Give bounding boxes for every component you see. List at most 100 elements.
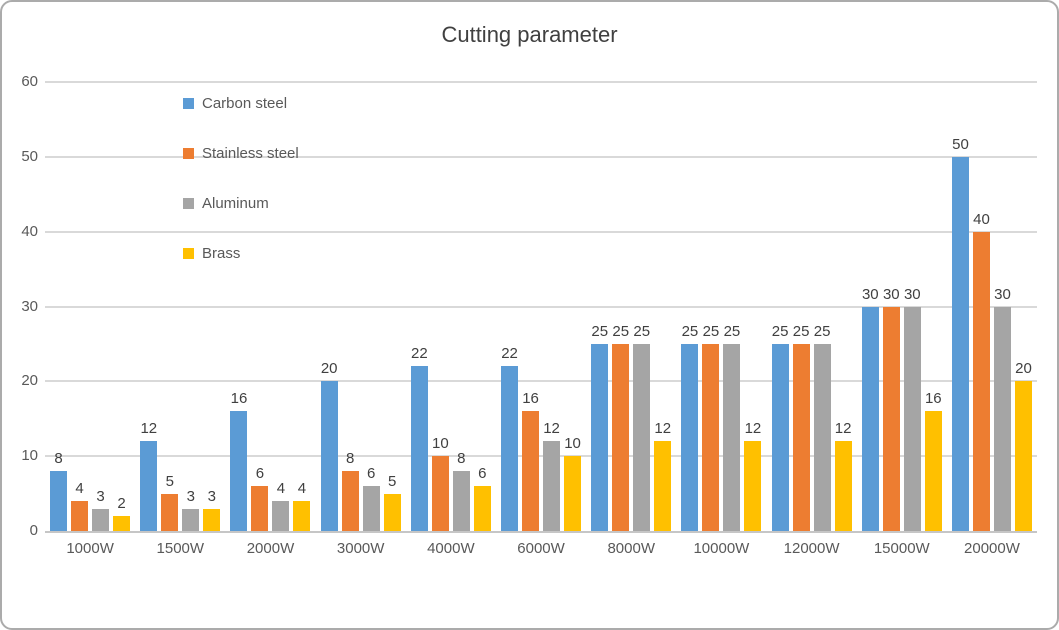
bar-value-label: 30: [882, 285, 900, 303]
y-tick-label: 40: [21, 222, 38, 240]
bar-groups: 8 4 3 2 12 5 3 3 16 6 4 4 20 8 6 5 22 10 8 6 22 16 12 10 25 25 25 1…: [45, 82, 1037, 531]
bar-value-label: 3: [186, 487, 195, 505]
bar-fill: [203, 508, 221, 531]
bar-stainless-steel: 5: [161, 473, 179, 531]
plot-area: 8 4 3 2 12 5 3 3 16 6 4 4 20 8 6 5 22 10 8 6 22 16 12 10 25 25 25 1…: [45, 81, 1037, 533]
bar-group: 25 25 25 12: [676, 82, 766, 531]
bar-aluminum: 6: [362, 465, 380, 531]
bar-fill: [1014, 381, 1032, 531]
bar-group: 22 16 12 10: [496, 82, 586, 531]
bar-aluminum: 30: [903, 286, 921, 531]
x-tick-label: 2000W: [246, 540, 295, 557]
y-tick-label: 60: [21, 73, 38, 90]
bar-value-label: 22: [411, 345, 428, 363]
bar-brass: 10: [564, 435, 582, 531]
bar-brass: 6: [473, 465, 491, 531]
y-tick-label: 30: [21, 297, 38, 315]
bar-fill: [654, 441, 672, 531]
y-tick-label: 10: [21, 447, 38, 465]
bar-stainless-steel: 16: [522, 390, 540, 531]
bar-aluminum: 3: [92, 488, 110, 531]
bar-stainless-steel: 25: [702, 323, 720, 531]
bar-brass: 2: [113, 495, 131, 531]
bar-carbon-steel: 16: [230, 390, 248, 531]
bar-brass: 12: [654, 420, 672, 531]
bar-carbon-steel: 8: [50, 450, 68, 531]
bar-group: 30 30 30 16: [857, 82, 947, 531]
bar-stainless-steel: 8: [341, 450, 359, 531]
legend-item-aluminum: Aluminum: [183, 195, 269, 212]
bar-value-label: 20: [1015, 360, 1032, 378]
x-tick-label: 12000W: [783, 540, 840, 557]
bar-fill: [431, 456, 449, 531]
bar-fill: [501, 366, 519, 531]
bar-stainless-steel: 30: [882, 286, 900, 531]
bar-brass: 12: [744, 420, 762, 531]
bar-value-label: 8: [54, 450, 63, 468]
bar-fill: [861, 306, 879, 531]
legend-item-carbon-steel: Carbon steel: [183, 95, 287, 112]
bar-fill: [702, 343, 720, 531]
bar-fill: [723, 343, 741, 531]
bar-carbon-steel: 50: [951, 136, 969, 531]
bar-aluminum: 25: [723, 323, 741, 531]
x-tick-label: 6000W: [517, 540, 565, 557]
x-tick-label: 3000W: [336, 540, 385, 557]
bar-fill: [522, 411, 540, 531]
bar-value-label: 30: [903, 285, 921, 303]
bar-fill: [113, 516, 131, 531]
bar-brass: 12: [834, 420, 852, 531]
bar-value-label: 4: [276, 480, 286, 498]
bar-value-label: 40: [973, 210, 990, 228]
bar-value-label: 10: [432, 435, 449, 453]
bar-value-label: 4: [297, 480, 307, 498]
bar-group: 20 8 6 5: [316, 82, 406, 531]
bar-fill: [161, 493, 179, 531]
bar-group: 50 40 30 20: [947, 82, 1037, 531]
gridline: [45, 155, 1037, 158]
bar-value-label: 10: [564, 435, 581, 453]
bar-brass: 4: [293, 480, 311, 531]
bar-fill: [293, 501, 311, 531]
bar-value-label: 25: [681, 322, 699, 340]
bar-fill: [771, 343, 789, 531]
bar-fill: [410, 366, 428, 531]
bar-value-label: 25: [612, 322, 630, 340]
bar-value-label: 25: [702, 322, 720, 340]
chart-title: Cutting parameter: [441, 22, 618, 47]
bar-fill: [92, 508, 110, 531]
legend-swatch-icon: [183, 248, 194, 259]
bar-value-label: 12: [543, 420, 560, 438]
bar-value-label: 30: [861, 285, 879, 303]
bar-value-label: 16: [230, 390, 248, 408]
x-tick-label: 4000W: [427, 540, 475, 557]
bar-value-label: 12: [744, 420, 762, 438]
bar-stainless-steel: 10: [431, 435, 449, 531]
bar-value-label: 20: [320, 360, 338, 378]
gridline: [45, 455, 1037, 458]
bar-aluminum: 4: [272, 480, 290, 531]
gridline: [45, 305, 1037, 308]
bar-fill: [633, 343, 651, 531]
x-tick-label: 1000W: [66, 540, 114, 557]
bar-brass: 5: [383, 473, 401, 531]
bar-fill: [564, 456, 582, 531]
bar-carbon-steel: 30: [861, 286, 879, 531]
y-tick-label: 0: [29, 522, 38, 539]
bar-aluminum: 25: [633, 323, 651, 531]
bar-fill: [612, 343, 630, 531]
bar-value-label: 22: [501, 345, 518, 363]
bar-fill: [341, 471, 359, 531]
bar-group: 12 5 3 3: [135, 82, 225, 531]
bar-fill: [834, 441, 852, 531]
bar-fill: [972, 231, 990, 531]
gridline: [45, 380, 1037, 383]
bar-value-label: 5: [387, 472, 397, 490]
bar-fill: [251, 486, 269, 531]
bar-fill: [320, 381, 338, 531]
y-tick-label: 50: [21, 147, 38, 165]
bar-value-label: 4: [75, 480, 84, 498]
bar-value-label: 25: [771, 322, 789, 340]
